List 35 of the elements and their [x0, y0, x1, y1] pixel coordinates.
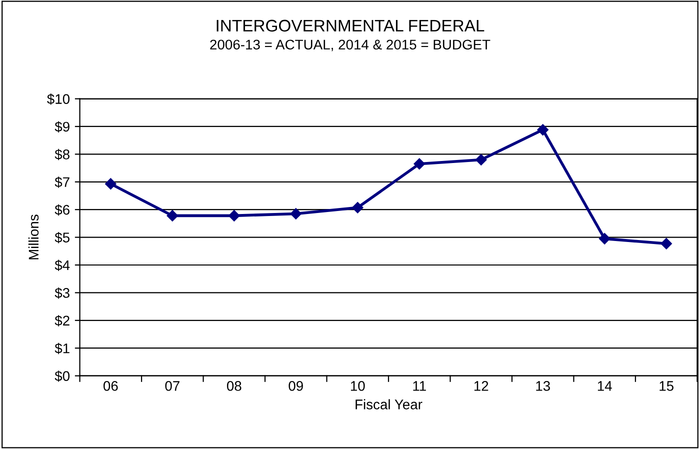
- chart-title: INTERGOVERNMENTAL FEDERAL: [216, 20, 484, 32]
- chart-subtitle: 2006-13 = ACTUAL, 2014 & 2015 = BUDGET: [210, 40, 490, 52]
- point: [105, 178, 116, 190]
- y-tick-label: $4: [54, 260, 70, 271]
- x-tick-label: 08: [226, 381, 242, 391]
- x-tick-label: 06: [103, 381, 118, 391]
- y-tick-label: $2: [54, 315, 70, 326]
- point: [414, 158, 425, 170]
- x-tick-label: 12: [474, 381, 488, 391]
- y-axis-title: Millions: [28, 214, 39, 260]
- point: [476, 154, 487, 166]
- x-tick-label: 14: [598, 381, 612, 391]
- y-tick-label: $9: [54, 121, 70, 132]
- point: [352, 202, 364, 214]
- y-tick-label: $10: [47, 94, 70, 105]
- x-axis-title: Fiscal Year: [356, 399, 422, 410]
- y-tick-label: $8: [54, 148, 70, 160]
- point: [228, 210, 240, 222]
- point: [598, 233, 610, 244]
- x-tick-label: 10: [350, 381, 365, 391]
- x-tick-label: 15: [660, 381, 674, 391]
- point: [660, 238, 672, 250]
- x-tick-label: 13: [536, 381, 550, 391]
- x-tick-label: 07: [165, 381, 180, 391]
- y-tick-label: $3: [54, 287, 70, 299]
- y-tick-label: $1: [54, 342, 70, 354]
- y-tick-label: $0: [54, 370, 70, 382]
- point: [537, 124, 548, 136]
- x-tick-label: 09: [288, 381, 303, 391]
- y-tick-label: $6: [54, 204, 70, 216]
- y-tick-label: $7: [54, 176, 70, 188]
- y-tick-label: $5: [54, 232, 70, 244]
- point: [290, 208, 302, 220]
- x-tick-label: 11: [413, 381, 426, 391]
- point: [166, 210, 178, 222]
